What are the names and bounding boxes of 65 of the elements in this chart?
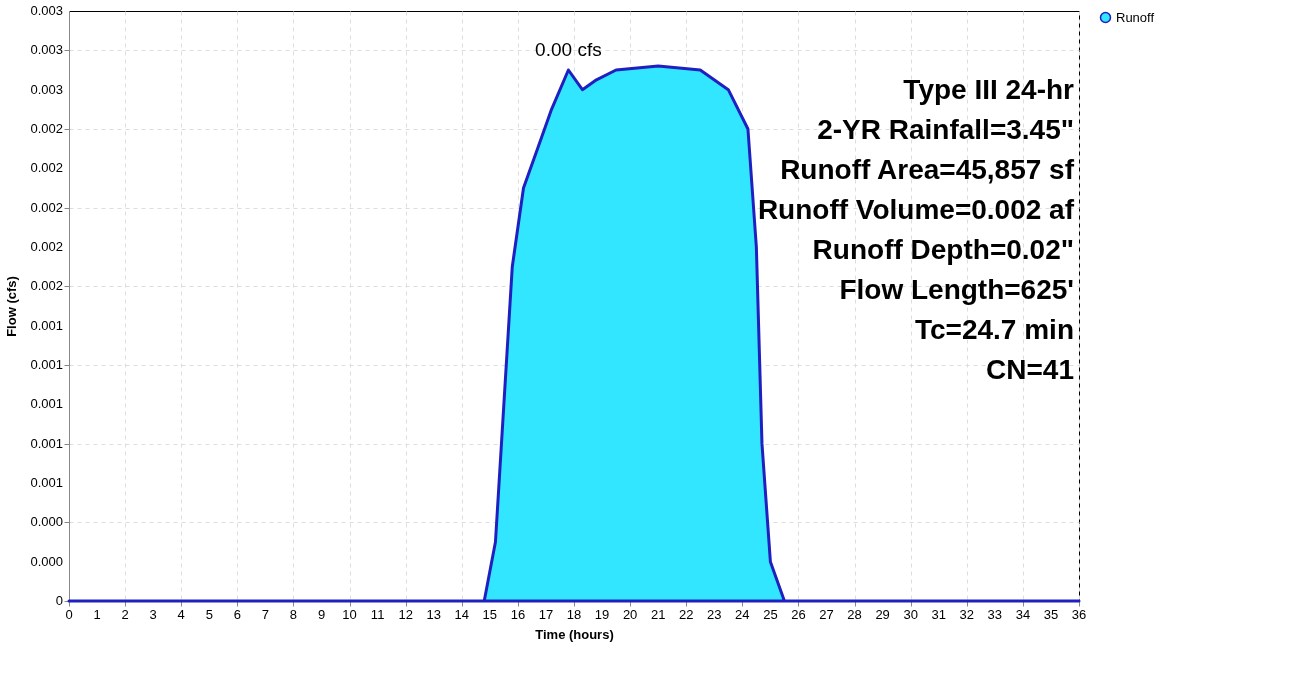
x-tick-label: 10 [342,607,357,622]
y-tick-label: 0.000 [30,514,63,530]
y-tick-label: 0.001 [30,396,63,412]
x-tick-label: 32 [959,607,975,622]
x-tick-label: 20 [622,607,638,622]
y-tick-label: 0.002 [30,278,63,294]
x-tick-label: 27 [819,607,834,622]
y-tick-label: 0.001 [30,475,63,490]
y-tick-label: 0.002 [30,199,63,215]
x-tick-label: 24 [735,607,750,622]
x-tick-label: 18 [566,607,582,622]
x-tick-label: 19 [594,607,610,622]
x-tick-label: 30 [903,607,918,622]
x-tick-label: 28 [847,607,862,622]
y-tick-label: 0.003 [30,81,63,97]
x-tick-label: 16 [510,607,526,622]
x-tick-label: 33 [987,607,1003,622]
x-tick-label: 34 [1015,607,1031,622]
y-tick-label: 0 [55,593,63,608]
y-tick-label: 0.002 [30,121,63,136]
x-tick-label: 14 [454,607,470,622]
y-tick-label: 0.001 [30,357,63,372]
x-tick-label: 35 [1043,607,1059,622]
legend-label: Runoff [1116,9,1155,25]
x-tick-label: 15 [482,607,498,622]
annotation: Runoff Volume=0.002 af [757,194,1075,225]
x-tick-label: 29 [875,607,890,622]
y-tick-label: 0.003 [30,42,63,58]
x-tick-label: 2 [121,607,129,622]
x-tick-label: 11 [370,607,385,622]
annotation: CN=41 [986,354,1074,385]
x-axis-title: Time (hours) [535,627,614,642]
y-tick-label: 0.001 [30,435,63,451]
x-tick-label: 4 [177,607,185,622]
y-tick-label: 0.002 [30,239,63,254]
annotation: Tc=24.7 min [914,314,1074,345]
x-tick-label: 6 [233,607,241,622]
x-tick-label: 13 [426,607,441,622]
x-tick-label: 3 [149,607,157,622]
x-tick-label: 26 [791,607,806,622]
annotation: 2-YR Rainfall=3.45" [817,114,1074,145]
x-tick-label: 25 [763,607,778,622]
x-tick-label: 9 [317,607,326,622]
y-tick-label: 0.002 [30,160,63,176]
x-tick-label: 21 [650,607,666,622]
x-tick-label: 5 [205,607,213,622]
x-tick-label: 1 [93,607,101,622]
annotation: Type III 24-hr [903,74,1075,105]
x-tick-label: 22 [678,607,694,622]
annotation: 0.00 cfs [535,39,602,60]
x-tick-label: 7 [261,607,270,622]
annotation: Runoff Depth=0.02" [812,234,1074,265]
y-tick-label: 0.001 [30,317,63,333]
annotation: Runoff Area=45,857 sf [780,154,1075,185]
y-tick-label: 0.000 [30,553,63,569]
x-tick-label: 0 [65,607,73,622]
x-tick-label: 8 [289,607,298,622]
x-tick-label: 31 [931,607,946,622]
x-tick-label: 17 [538,607,554,622]
x-tick-label: 23 [707,607,722,622]
x-tick-label: 36 [1071,607,1087,622]
y-tick-label: 0.003 [30,3,63,18]
annotation: Flow Length=625' [839,274,1074,305]
y-axis-title: Flow (cfs) [4,276,19,337]
x-tick-label: 12 [398,607,413,622]
